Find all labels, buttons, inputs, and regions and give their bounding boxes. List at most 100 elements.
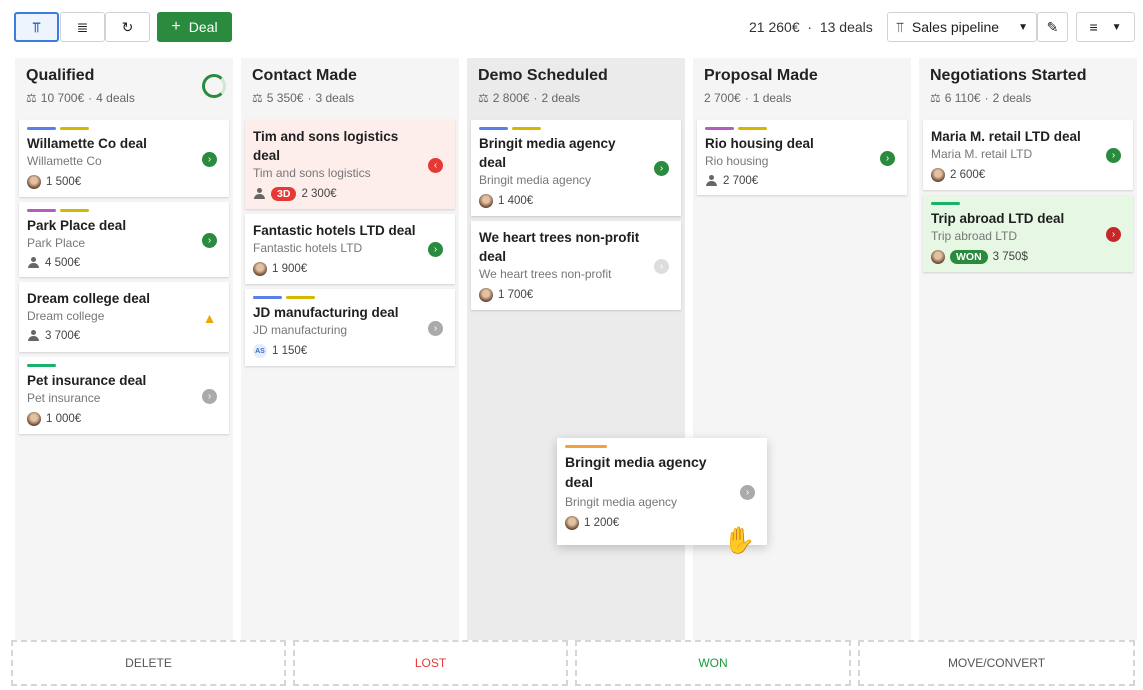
label-bar <box>512 127 541 130</box>
deal-value: 1 700€ <box>498 289 534 301</box>
deal-org: Fantastic hotels LTD <box>253 241 363 255</box>
stage-column: Contact Made ⚖ 5 350€ · 3 deals Tim and sons … <box>241 58 459 640</box>
drop-zone-won[interactable]: WON <box>575 640 851 686</box>
chevron-right-icon[interactable]: › <box>428 320 443 336</box>
list-icon: ≣ <box>76 18 89 35</box>
drop-zone-delete[interactable]: DELETE <box>11 640 286 686</box>
plus-icon: + <box>171 18 181 35</box>
chevron-right-icon[interactable]: › <box>1106 226 1121 242</box>
separator: · <box>984 91 989 105</box>
drop-zone-lost[interactable]: LOST <box>293 640 568 686</box>
avatar <box>27 175 41 189</box>
filter-icon: ≡ <box>1089 19 1098 35</box>
deal-org: Maria M. retail LTD <box>931 147 1033 161</box>
chevron-left-icon[interactable]: ‹ <box>428 157 443 173</box>
deal-card[interactable]: Fantastic hotels LTD deal Fantastic hotel… <box>245 214 455 284</box>
stage-title: Demo Scheduled <box>478 67 608 84</box>
deal-card[interactable]: Rio housing deal Rio housing 2 700€ › <box>697 120 907 195</box>
avatar <box>931 168 945 182</box>
chevron-right-icon[interactable]: › <box>202 232 217 248</box>
stage-amount: 10 700€ <box>40 91 85 105</box>
stage-title: Qualified <box>26 67 95 84</box>
deal-card[interactable]: Park Place deal Park Place 4 500€ › <box>19 202 229 277</box>
deal-value: 1 400€ <box>498 195 534 207</box>
deal-card[interactable]: Willamette Co deal Willamette Co 1 500€ › <box>19 120 229 197</box>
stage-header: Negotiations Started ⚖ 6 110€ · 2 deals <box>919 58 1137 120</box>
separator: · <box>88 91 93 105</box>
deal-org: Dream college <box>27 309 105 323</box>
drop-zone-move-convert[interactable]: MOVE/CONVERT <box>858 640 1135 686</box>
person-icon <box>253 188 266 200</box>
stage-amount: 6 110€ <box>944 91 981 105</box>
deal-value: 2 600€ <box>950 169 986 181</box>
chevron-right-icon[interactable]: › <box>202 151 217 167</box>
label-bar <box>27 209 56 212</box>
chevron-down-icon: ▼ <box>1018 21 1028 33</box>
avatar <box>27 412 41 426</box>
summary-amount: 21 260€ <box>749 19 800 35</box>
deal-title: Tim and sons logistics deal <box>253 129 399 163</box>
label-bar <box>479 127 508 130</box>
deal-card[interactable]: Tim and sons logistics deal Tim and sons … <box>245 120 455 209</box>
pipeline-view-button[interactable]: ⫪ <box>14 12 59 42</box>
deal-title: Willamette Co deal <box>27 136 147 151</box>
stage-deal-count: 3 deals <box>315 91 355 105</box>
person-icon <box>27 257 40 269</box>
edit-pipeline-button[interactable]: ✎ <box>1037 12 1068 42</box>
deal-card[interactable]: Maria M. retail LTD deal Maria M. retail … <box>923 120 1133 190</box>
chevron-right-icon[interactable]: › <box>654 258 669 274</box>
label-bar <box>565 445 607 448</box>
stage-title: Contact Made <box>252 67 357 84</box>
dragged-deal-card[interactable]: Bringit media agency deal Bringit media … <box>557 438 767 545</box>
filter-button[interactable]: ≡ ▼ <box>1076 12 1135 42</box>
deal-org: Trip abroad LTD <box>931 229 1018 243</box>
forecast-view-button[interactable]: ↻ <box>105 12 150 42</box>
stage-header: Qualified ⚖ 10 700€ · 4 deals <box>15 58 233 120</box>
stage-header: Contact Made ⚖ 5 350€ · 3 deals <box>241 58 459 120</box>
deal-card[interactable]: Bringit media agency deal Bringit media a… <box>471 120 681 216</box>
deal-value: 2 300€ <box>301 188 337 200</box>
add-deal-button[interactable]: + Deal <box>157 12 232 42</box>
deal-value: 1 500€ <box>46 176 82 188</box>
person-icon <box>27 330 40 342</box>
deal-value: 4 500€ <box>45 257 81 269</box>
deal-card[interactable]: Trip abroad LTD deal Trip abroad LTD WON 3 … <box>923 195 1133 272</box>
stage-amount: 5 350€ <box>266 91 304 105</box>
stage-deal-count: 2 deals <box>992 91 1032 105</box>
avatar <box>931 250 945 264</box>
add-deal-label: Deal <box>188 19 218 35</box>
deal-title: Rio housing deal <box>705 136 814 151</box>
stage-column: Qualified ⚖ 10 700€ · 4 deals Willamette Co d… <box>15 58 233 640</box>
deal-value: 2 700€ <box>723 175 759 187</box>
label-bar <box>738 127 767 130</box>
stage-deal-count: 2 deals <box>541 91 581 105</box>
deal-value: 1 000€ <box>46 413 82 425</box>
deal-card[interactable]: We heart trees non-profit deal We heart t… <box>471 221 681 310</box>
chevron-right-icon[interactable]: › <box>428 242 443 257</box>
chevron-right-icon[interactable]: › <box>740 484 755 500</box>
deal-title: Pet insurance deal <box>27 373 147 388</box>
avatar <box>253 262 267 276</box>
deal-value: 1 200€ <box>584 517 620 529</box>
deal-title: Bringit media agency deal <box>565 454 707 490</box>
deal-org: Rio housing <box>705 154 769 168</box>
warning-icon: ▲ <box>202 309 217 326</box>
deal-value: 1 150€ <box>272 345 308 357</box>
chevron-right-icon[interactable]: › <box>202 388 217 404</box>
list-view-button[interactable]: ≣ <box>60 12 105 42</box>
pipeline-select[interactable]: ⫪ Sales pipeline ▼ <box>887 12 1037 42</box>
avatar <box>479 288 493 302</box>
stage-column: Proposal Made 2 700€ · 1 deals Rio housing d… <box>693 58 911 640</box>
chevron-right-icon[interactable]: › <box>654 161 669 176</box>
chevron-right-icon[interactable]: › <box>1106 148 1121 163</box>
forecast-icon: ↻ <box>121 18 134 35</box>
stage-title: Proposal Made <box>704 67 818 84</box>
person-icon <box>705 175 718 187</box>
pipeline-summary: 21 260€ · 13 deals <box>749 19 873 35</box>
deal-card[interactable]: Pet insurance deal Pet insurance 1 000€ › <box>19 357 229 434</box>
deal-card[interactable]: JD manufacturing deal JD manufacturing AS 1… <box>245 289 455 366</box>
drop-zone-label: WON <box>698 656 728 670</box>
separator: · <box>307 91 312 105</box>
chevron-right-icon[interactable]: › <box>880 150 895 166</box>
deal-card[interactable]: Dream college deal Dream college 3 700€ ▲ <box>19 282 229 352</box>
